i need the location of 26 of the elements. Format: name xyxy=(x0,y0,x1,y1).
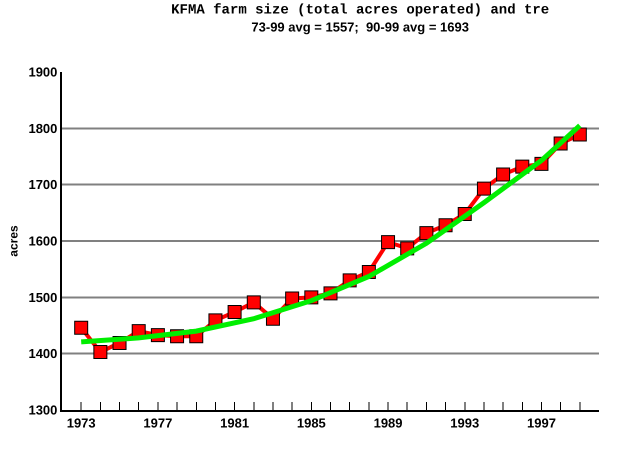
chart-subtitle: 73-99 avg = 1557; 90-99 avg = 1693 xyxy=(251,20,469,35)
y-tick-label: 1300 xyxy=(28,402,58,418)
point xyxy=(476,182,491,196)
y-tick-label: 1500 xyxy=(28,290,58,305)
y-tick-label: 1400 xyxy=(28,346,58,362)
point xyxy=(74,320,88,335)
x-tick-label: 1997 xyxy=(527,416,556,431)
point xyxy=(285,291,300,306)
x-tick-label: 1985 xyxy=(296,416,326,431)
point xyxy=(246,295,261,310)
point xyxy=(93,344,108,359)
y-axis-title: acres xyxy=(6,224,20,257)
point xyxy=(496,168,510,182)
chart-title: KFMA farm size (total acres operated) and tre xyxy=(171,2,550,18)
point xyxy=(381,235,396,250)
x-tick-label: 1993 xyxy=(450,416,480,431)
x-tick-label: 1973 xyxy=(66,416,96,431)
x-tick-label: 1981 xyxy=(220,416,250,431)
x-tick-label: 1989 xyxy=(374,416,402,431)
point xyxy=(419,226,434,240)
point xyxy=(228,304,242,319)
y-tick-label: 1800 xyxy=(28,120,58,136)
x-tick-label: 1977 xyxy=(143,416,172,431)
y-tick-label: 1600 xyxy=(28,234,58,249)
y-tick-label: 1700 xyxy=(28,177,58,192)
y-tick-label: 1900 xyxy=(28,64,58,80)
